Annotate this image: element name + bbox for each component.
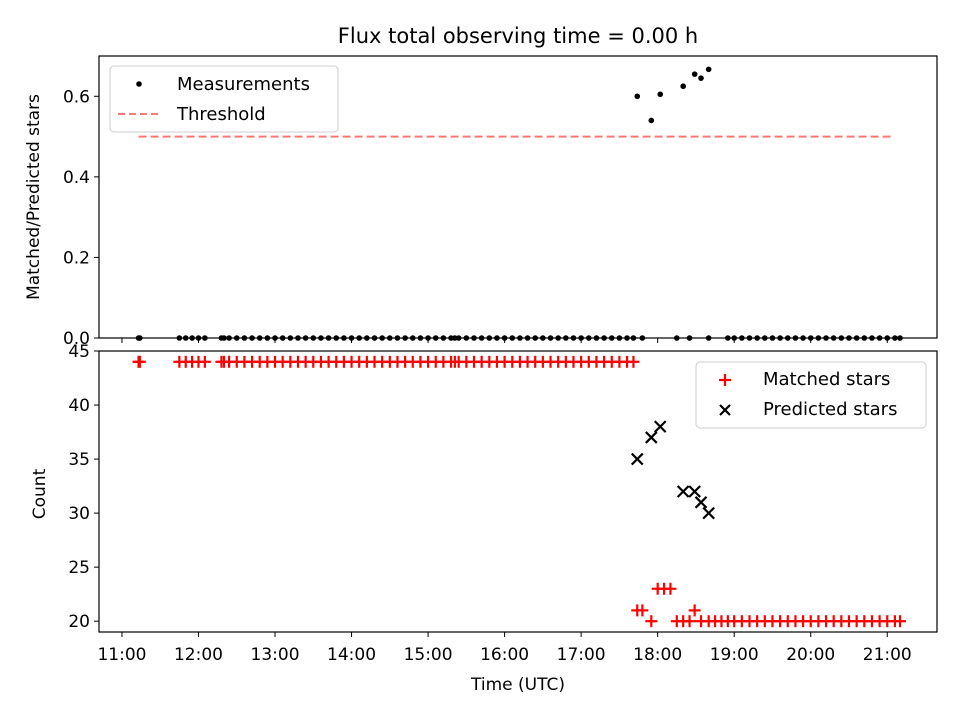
bottom-plot-content xyxy=(132,355,907,628)
bottom-y-tick-label: 40 xyxy=(68,396,90,416)
bottom-x-tick-label: 21:00 xyxy=(863,645,912,665)
bottom-axes-frame xyxy=(98,350,938,633)
top-y-ticks: 0.0 0.2 0.4 0.6 xyxy=(63,87,99,349)
matched-star-marker xyxy=(664,582,677,595)
bottom-y-tick-label: 25 xyxy=(68,558,90,578)
matched-star-marker xyxy=(636,604,649,617)
matched-star-marker xyxy=(627,355,640,368)
predicted-star-marker xyxy=(702,506,715,520)
matched-star-marker xyxy=(133,355,146,368)
predicted-star-marker xyxy=(688,485,701,498)
legend-predicted-marker xyxy=(719,404,731,416)
top-x-tickmarks xyxy=(121,338,888,343)
measurement-point xyxy=(657,91,664,98)
measurement-point xyxy=(634,93,641,100)
bottom-y-ticks: 20 25 30 35 40 45 xyxy=(68,342,99,632)
top-legend-box xyxy=(109,65,339,133)
bottom-panel: 20 25 30 35 40 45 11:00 12:00 13:00 14:00 15:00 16… xyxy=(30,342,938,695)
legend-measurements-marker xyxy=(136,81,142,87)
bottom-y-tick-label: 45 xyxy=(68,342,90,362)
top-y-tick-label: 0.6 xyxy=(63,87,90,107)
legend-matched-label: Matched stars xyxy=(763,369,890,390)
legend-threshold-label: Threshold xyxy=(176,104,266,125)
bottom-y-tick-label: 30 xyxy=(68,504,90,524)
bottom-x-tick-label: 15:00 xyxy=(404,645,453,665)
top-panel: 0.0 0.2 0.4 0.6 Matched/Predicted stars Mea… xyxy=(24,55,938,349)
bottom-y-tick-label: 20 xyxy=(68,612,90,632)
bottom-x-ticks: 11:00 12:00 13:00 14:00 15:00 16:00 17:00 18:00… xyxy=(97,632,912,665)
predicted-star-marker xyxy=(645,431,658,444)
x-axis-label: Time (UTC) xyxy=(470,675,565,695)
top-axes-frame xyxy=(98,55,938,339)
bottom-x-tick-label: 18:00 xyxy=(633,645,682,665)
measurement-point xyxy=(691,71,698,77)
measurement-point xyxy=(648,117,655,124)
top-legend: Measurements Threshold xyxy=(109,65,339,133)
matched-star-marker xyxy=(683,615,696,628)
predicted-star-marker xyxy=(630,452,644,466)
bottom-legend: Matched stars Predicted stars xyxy=(695,361,927,429)
bottom-x-tick-label: 14:00 xyxy=(327,645,376,665)
measurement-point xyxy=(680,83,686,90)
predicted-star-marker xyxy=(676,485,690,498)
legend-predicted-label: Predicted stars xyxy=(763,399,897,420)
predicted-star-marker xyxy=(653,420,667,433)
measurement-point xyxy=(705,66,712,73)
bottom-x-tick-label: 16:00 xyxy=(480,645,529,665)
matched-star-marker xyxy=(894,615,907,628)
bottom-y-tick-label: 35 xyxy=(68,450,90,470)
legend-matched-marker xyxy=(719,374,731,386)
bottom-x-tick-label: 20:00 xyxy=(786,645,835,665)
legend-measurements-label: Measurements xyxy=(177,74,310,95)
bottom-x-tick-label: 17:00 xyxy=(557,645,606,665)
bottom-legend-box xyxy=(695,361,927,429)
top-y-axis-label: Matched/Predicted stars xyxy=(24,94,44,300)
top-y-tick-label: 0.2 xyxy=(63,248,90,268)
top-chart-title: Flux total observing time = 0.00 h xyxy=(338,24,698,48)
matched-star-marker xyxy=(198,355,211,368)
bottom-x-tick-label: 11:00 xyxy=(97,645,146,665)
top-y-tick-label: 0.0 xyxy=(63,329,90,349)
matched-star-marker xyxy=(645,615,658,628)
bottom-x-tick-label: 12:00 xyxy=(174,645,223,665)
matched-star-marker xyxy=(688,604,701,617)
top-y-tick-label: 0.4 xyxy=(63,168,90,188)
bottom-x-tick-label: 13:00 xyxy=(251,645,300,665)
predicted-star-marker xyxy=(694,496,708,509)
bottom-y-axis-label: Count xyxy=(30,468,50,519)
bottom-x-tick-label: 19:00 xyxy=(710,645,759,665)
measurement-point xyxy=(698,75,704,81)
